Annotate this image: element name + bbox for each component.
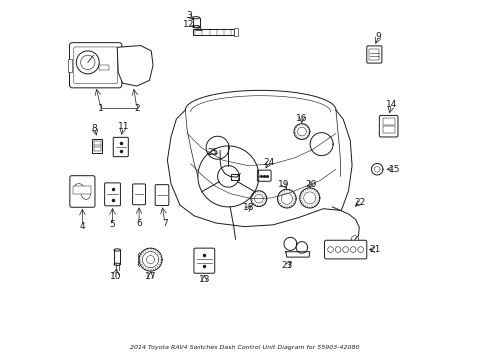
Text: 23: 23	[281, 261, 293, 270]
FancyBboxPatch shape	[74, 47, 117, 84]
Text: 3: 3	[185, 10, 191, 19]
Text: 1: 1	[98, 104, 104, 113]
FancyBboxPatch shape	[113, 137, 128, 157]
FancyBboxPatch shape	[324, 240, 366, 259]
FancyBboxPatch shape	[69, 42, 122, 88]
Text: 21: 21	[369, 245, 380, 254]
FancyBboxPatch shape	[132, 184, 145, 205]
Text: 7: 7	[162, 219, 167, 228]
Text: 22: 22	[354, 198, 365, 207]
Bar	[68, 59, 72, 72]
Text: 11: 11	[117, 122, 129, 131]
Circle shape	[74, 184, 83, 194]
Ellipse shape	[114, 249, 120, 251]
Text: 24: 24	[263, 158, 274, 167]
Text: 16: 16	[296, 114, 307, 123]
Text: 2: 2	[134, 104, 140, 113]
Circle shape	[327, 247, 333, 252]
Text: 20: 20	[305, 180, 316, 189]
Text: 15: 15	[388, 165, 400, 174]
Text: 19: 19	[278, 180, 289, 189]
FancyBboxPatch shape	[70, 176, 95, 207]
Text: 9: 9	[375, 32, 381, 41]
Bar	[99, 65, 109, 69]
Text: 10: 10	[109, 271, 121, 280]
FancyBboxPatch shape	[155, 185, 168, 206]
Text: 2014 Toyota RAV4 Switches Dash Control Unit Diagram for 55903-42080: 2014 Toyota RAV4 Switches Dash Control U…	[129, 345, 359, 350]
Circle shape	[335, 247, 340, 252]
Text: 6: 6	[136, 219, 142, 228]
Bar	[73, 186, 91, 194]
Circle shape	[81, 191, 90, 199]
Circle shape	[342, 247, 348, 252]
Bar	[382, 126, 394, 134]
Circle shape	[76, 51, 99, 74]
Circle shape	[349, 247, 355, 252]
Bar	[192, 29, 233, 35]
FancyBboxPatch shape	[379, 116, 397, 137]
FancyBboxPatch shape	[104, 183, 120, 206]
Polygon shape	[117, 45, 153, 86]
Text: 13: 13	[198, 275, 210, 284]
Bar	[382, 118, 394, 126]
Text: 4: 4	[80, 222, 85, 231]
Text: 8: 8	[92, 123, 97, 132]
Bar	[93, 140, 101, 151]
Circle shape	[357, 247, 363, 252]
Text: 17: 17	[144, 271, 156, 280]
Text: 5: 5	[109, 220, 115, 229]
FancyBboxPatch shape	[257, 170, 270, 181]
Bar	[230, 174, 238, 180]
FancyBboxPatch shape	[194, 248, 214, 273]
Bar	[233, 28, 238, 36]
Ellipse shape	[192, 26, 199, 28]
Text: 14: 14	[385, 100, 396, 109]
FancyBboxPatch shape	[366, 46, 381, 63]
Circle shape	[81, 55, 95, 69]
Bar	[368, 49, 379, 60]
Bar	[92, 139, 102, 153]
Text: 18: 18	[243, 203, 254, 212]
Text: 25: 25	[207, 148, 218, 157]
Circle shape	[351, 235, 358, 243]
Ellipse shape	[114, 263, 120, 265]
Ellipse shape	[192, 17, 199, 19]
Text: 12: 12	[183, 19, 194, 28]
